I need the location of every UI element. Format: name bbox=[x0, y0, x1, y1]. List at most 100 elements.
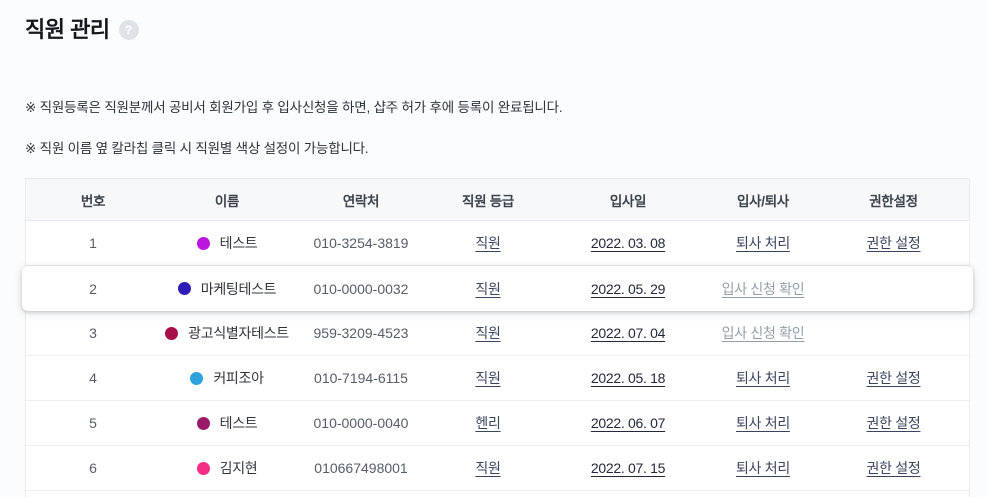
grade-cell: 직원 bbox=[428, 221, 548, 265]
join-date-cell: 2022. 06. 07 bbox=[548, 401, 708, 445]
color-chip[interactable] bbox=[165, 326, 179, 340]
action-cell: 퇴사 처리 bbox=[708, 356, 818, 400]
grade-cell: 직원 bbox=[428, 446, 548, 490]
action-cell: 입사 신청 확인 bbox=[708, 311, 818, 355]
join-leave-action-link[interactable]: 퇴사 처리 bbox=[736, 235, 790, 251]
join-date-cell: 2022. 05. 29 bbox=[548, 266, 708, 311]
join-date-cell: 2022. 05. 18 bbox=[548, 356, 708, 400]
header-grade: 직원 등급 bbox=[462, 193, 514, 209]
row-number: 5 bbox=[89, 415, 97, 431]
grade-cell: 직원 bbox=[428, 356, 548, 400]
color-chip[interactable] bbox=[196, 416, 210, 430]
action-cell: 퇴사 처리 bbox=[708, 401, 818, 445]
table-row-partial bbox=[26, 491, 969, 497]
join-date-link[interactable]: 2022. 05. 18 bbox=[590, 370, 666, 386]
employee-name-cell: 커피조아 bbox=[160, 356, 294, 400]
permission-link[interactable]: 권한 설정 bbox=[866, 460, 921, 476]
join-date-link[interactable]: 2022. 07. 04 bbox=[590, 325, 666, 341]
grade-cell: 직원 bbox=[428, 311, 548, 355]
employee-name: 김지현 bbox=[219, 460, 258, 476]
employee-name-cell: 마케팅테스트 bbox=[160, 266, 294, 311]
table-row: 4 커피조아 010-7194-6115 직원 2022. 05. 18 퇴사 … bbox=[26, 356, 969, 401]
phone-number: 010-0000-0032 bbox=[313, 280, 409, 297]
employee-name: 테스트 bbox=[219, 415, 258, 431]
header-number: 번호 bbox=[80, 193, 106, 209]
grade-cell: 헨리 bbox=[428, 401, 548, 445]
permission-cell: 권한 설정 bbox=[818, 401, 969, 445]
row-number: 3 bbox=[89, 325, 97, 341]
table-row: 2 마케팅테스트 010-0000-0032 직원 2022. 05. 29 입… bbox=[22, 266, 973, 311]
header-phone: 연락처 bbox=[342, 193, 380, 209]
permission-cell: 권한 설정 bbox=[818, 446, 969, 490]
phone-number: 010667498001 bbox=[314, 460, 408, 476]
join-date-cell: 2022. 07. 04 bbox=[548, 311, 708, 355]
color-chip[interactable] bbox=[177, 282, 191, 295]
notice-section: ※ 직원등록은 직원분께서 공비서 회원가입 후 입사신청을 하면, 샵주 허가… bbox=[0, 96, 988, 157]
join-leave-action-link[interactable]: 퇴사 처리 bbox=[736, 460, 790, 476]
grade-cell: 직원 bbox=[428, 266, 548, 311]
title-bar: 직원 관리 ? bbox=[0, 0, 988, 44]
action-cell: 입사 신청 확인 bbox=[708, 266, 818, 311]
table-row: 3 광고식별자테스트 959-3209-4523 직원 2022. 07. 04… bbox=[26, 311, 969, 356]
employee-name: 광고식별자테스트 bbox=[188, 325, 289, 341]
color-chip[interactable] bbox=[196, 236, 210, 250]
permission-cell: 권한 설정 bbox=[818, 356, 969, 400]
page-title: 직원 관리 bbox=[25, 17, 110, 42]
header-join-date: 입사일 bbox=[609, 193, 647, 209]
join-date-cell: 2022. 07. 15 bbox=[548, 446, 708, 490]
join-date-cell: 2022. 03. 08 bbox=[548, 221, 708, 265]
permission-link[interactable]: 권한 설정 bbox=[866, 235, 921, 251]
employee-name: 테스트 bbox=[219, 235, 258, 251]
permission-link[interactable]: 권한 설정 bbox=[866, 370, 921, 386]
permission-link[interactable]: 권한 설정 bbox=[866, 415, 921, 431]
employee-name-cell: 테스트 bbox=[160, 221, 294, 265]
grade-link[interactable]: 직원 bbox=[475, 325, 501, 341]
grade-link[interactable]: 직원 bbox=[475, 235, 501, 251]
header-join-leave: 입사/퇴사 bbox=[737, 193, 789, 209]
row-number: 6 bbox=[89, 460, 97, 476]
permission-cell bbox=[818, 311, 969, 355]
header-name: 이름 bbox=[214, 193, 240, 209]
action-cell: 퇴사 처리 bbox=[708, 446, 818, 490]
grade-link[interactable]: 직원 bbox=[475, 280, 501, 297]
permission-cell: 권한 설정 bbox=[818, 221, 969, 265]
join-leave-action-link[interactable]: 퇴사 처리 bbox=[736, 370, 790, 386]
action-cell: 퇴사 처리 bbox=[708, 221, 818, 265]
table-body: 1 테스트 010-3254-3819 직원 2022. 03. 08 퇴사 처… bbox=[22, 221, 973, 491]
grade-link[interactable]: 직원 bbox=[475, 370, 501, 386]
notice-colorchip: ※ 직원 이름 옆 칼라칩 클릭 시 직원별 색상 설정이 가능합니다. bbox=[25, 141, 369, 156]
help-icon[interactable]: ? bbox=[118, 19, 139, 40]
phone-number: 010-0000-0040 bbox=[313, 415, 409, 431]
table-row: 1 테스트 010-3254-3819 직원 2022. 03. 08 퇴사 처… bbox=[26, 221, 969, 266]
phone-number: 010-3254-3819 bbox=[313, 235, 409, 251]
table-row: 6 김지현 010667498001 직원 2022. 07. 15 퇴사 처리… bbox=[26, 446, 969, 491]
phone-number: 010-7194-6115 bbox=[314, 370, 408, 386]
notice-registration: ※ 직원등록은 직원분께서 공비서 회원가입 후 입사신청을 하면, 샵주 허가… bbox=[25, 100, 563, 115]
row-number: 4 bbox=[89, 370, 97, 386]
permission-cell bbox=[818, 266, 969, 311]
row-number: 1 bbox=[89, 235, 97, 251]
grade-link[interactable]: 헨리 bbox=[475, 415, 501, 431]
join-leave-action-link[interactable]: 입사 신청 확인 bbox=[721, 280, 805, 297]
table-row: 5 테스트 010-0000-0040 헨리 2022. 06. 07 퇴사 처… bbox=[26, 401, 969, 446]
grade-link[interactable]: 직원 bbox=[475, 460, 501, 476]
join-date-link[interactable]: 2022. 07. 15 bbox=[590, 460, 666, 476]
header-permission: 권한설정 bbox=[869, 193, 918, 209]
color-chip[interactable] bbox=[190, 371, 204, 385]
color-chip[interactable] bbox=[196, 461, 210, 475]
phone-number: 959-3209-4523 bbox=[313, 325, 409, 341]
join-date-link[interactable]: 2022. 03. 08 bbox=[590, 235, 666, 251]
join-leave-action-link[interactable]: 퇴사 처리 bbox=[736, 415, 790, 431]
employee-name-cell: 광고식별자테스트 bbox=[160, 311, 294, 355]
row-number: 2 bbox=[89, 280, 97, 297]
employee-name: 커피조아 bbox=[213, 370, 264, 386]
employee-name-cell: 김지현 bbox=[160, 446, 294, 490]
join-leave-action-link[interactable]: 입사 신청 확인 bbox=[721, 325, 805, 341]
employee-name: 마케팅테스트 bbox=[200, 280, 277, 297]
table-header-row: 번호 이름 연락처 직원 등급 입사일 입사/퇴사 권한설정 bbox=[26, 179, 969, 221]
join-date-link[interactable]: 2022. 06. 07 bbox=[590, 415, 666, 431]
employee-table: 번호 이름 연락처 직원 등급 입사일 입사/퇴사 권한설정 1 테스트 010… bbox=[22, 178, 973, 497]
employee-name-cell: 테스트 bbox=[160, 401, 294, 445]
join-date-link[interactable]: 2022. 05. 29 bbox=[590, 280, 666, 297]
